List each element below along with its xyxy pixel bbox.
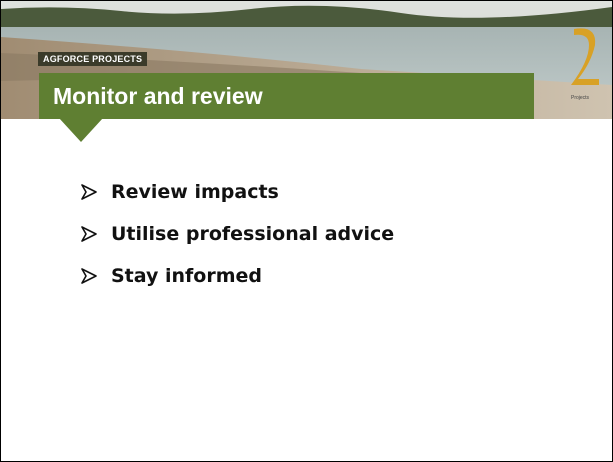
logo-caption: Projects [571, 95, 589, 101]
bullet-arrow [81, 268, 97, 284]
bullet-arrow [81, 226, 97, 242]
bullet-item: Stay informed [81, 255, 394, 297]
banner-pointer [59, 118, 103, 144]
section-tag: AGFORCE PROJECTS [38, 52, 147, 66]
bullet-text: Stay informed [111, 265, 262, 287]
bullet-text: Utilise professional advice [111, 223, 394, 245]
bullet-text: Review impacts [111, 181, 279, 203]
page: AGFORCE PROJECTS Monitor and review Proj… [0, 0, 613, 462]
slide: AGFORCE PROJECTS Monitor and review Proj… [0, 0, 613, 462]
bullet-arrow [81, 184, 97, 200]
title-banner: Monitor and review [39, 73, 534, 119]
slide-title: Monitor and review [53, 73, 263, 119]
bullet-item: Utilise professional advice [81, 213, 394, 255]
bullet-item: Review impacts [81, 171, 394, 213]
bullet-list: Review impacts Utilise professional advic… [81, 171, 394, 297]
